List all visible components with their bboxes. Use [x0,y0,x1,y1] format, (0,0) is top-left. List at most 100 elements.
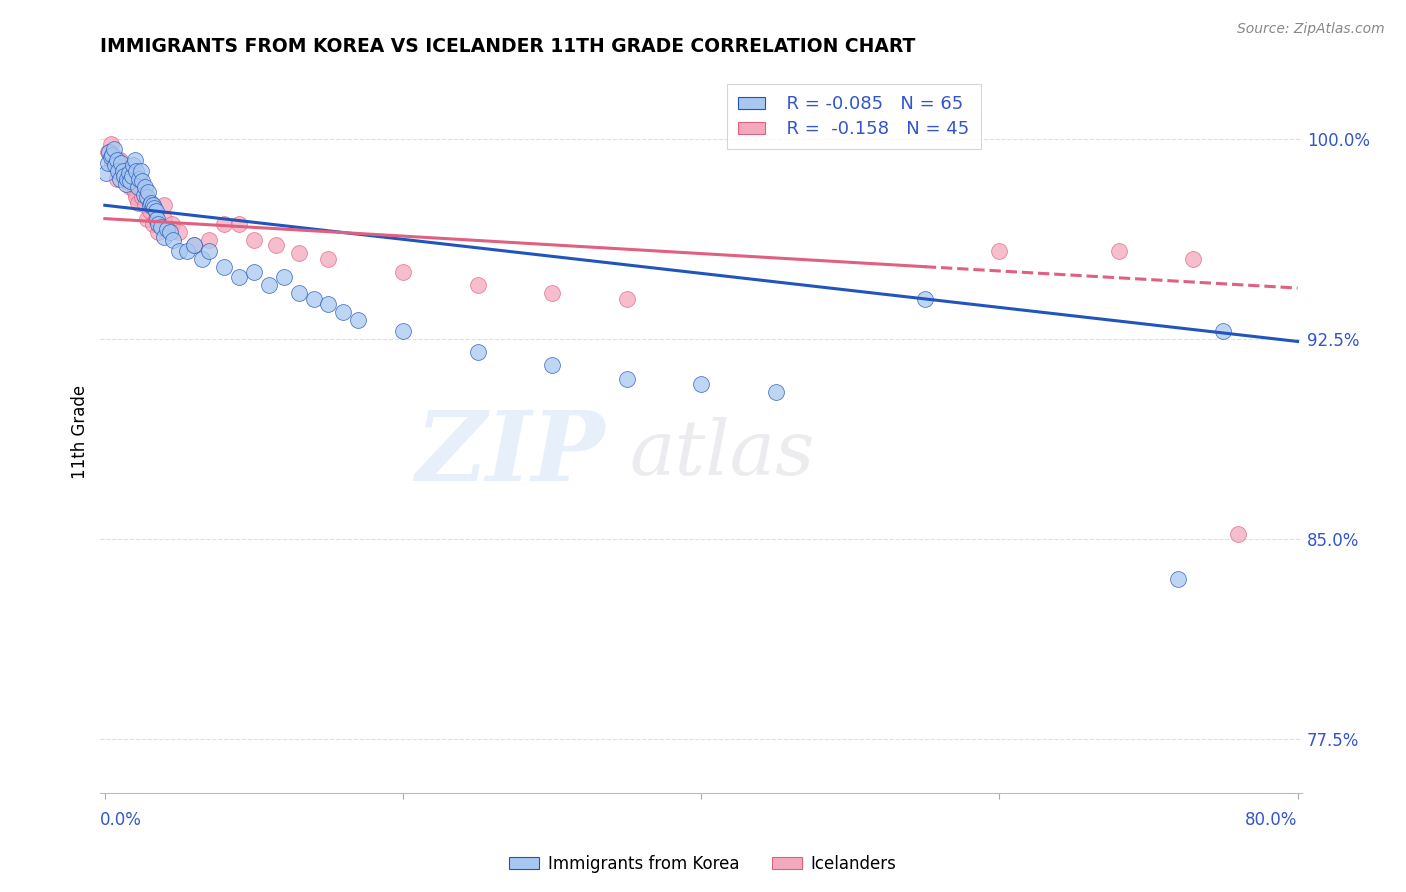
Point [467,278,489,293]
Point [115,171,138,186]
Point [332,305,354,319]
Point [347,313,370,327]
Point [169,244,191,258]
Point [121,169,143,183]
Point [183,238,205,252]
Point [541,286,564,301]
Point [103,142,125,156]
Point [176,244,198,258]
Point [97,155,120,169]
Point [1167,572,1189,586]
Point [1212,324,1234,338]
Point [302,292,325,306]
Point [153,198,176,212]
Point [318,297,340,311]
Point [228,270,250,285]
Point [160,217,183,231]
Point [104,150,127,164]
Point [1108,244,1130,258]
Point [392,265,415,279]
Point [111,163,134,178]
Point [988,244,1011,258]
Point [1226,526,1249,541]
Point [135,211,157,226]
Point [159,225,181,239]
Point [97,145,120,159]
Point [100,136,122,151]
Point [134,179,156,194]
Point [107,163,129,178]
Point [257,278,280,293]
Point [138,203,160,218]
Point [467,345,489,359]
Point [153,230,176,244]
Point [108,171,131,186]
Point [104,158,127,172]
Point [131,174,153,188]
Point [115,174,138,188]
Point [318,252,340,266]
Point [136,185,159,199]
Point [228,217,250,231]
Point [156,222,179,236]
Point [266,238,288,252]
Point [287,286,309,301]
Point [110,155,132,169]
Point [1182,252,1205,266]
Point [101,147,124,161]
Point [148,217,170,231]
Text: 0.0%: 0.0% [100,811,142,829]
Point [765,385,787,400]
Text: IMMIGRANTS FROM KOREA VS ICELANDER 11TH GRADE CORRELATION CHART: IMMIGRANTS FROM KOREA VS ICELANDER 11TH … [100,37,915,56]
Point [125,163,148,178]
Point [121,171,143,186]
Point [150,219,173,234]
Point [169,225,191,239]
Point [128,171,150,186]
Point [143,201,166,215]
Point [162,233,184,247]
Point [914,292,936,306]
Point [198,233,221,247]
Point [212,260,235,274]
Point [127,179,149,194]
Point [131,190,153,204]
Point [273,270,295,285]
Point [616,372,638,386]
Point [139,195,162,210]
Point [122,177,145,191]
Point [96,166,118,180]
Point [146,211,169,226]
Point [129,179,152,194]
Point [243,265,266,279]
Point [118,166,141,180]
Point [145,203,167,218]
Point [105,153,128,167]
Point [98,145,121,159]
Point [100,150,122,164]
Point [127,195,149,210]
Point [243,233,266,247]
Text: ZIP: ZIP [415,407,605,501]
Point [129,163,152,178]
Point [105,171,128,186]
Point [141,198,163,212]
Point [153,211,176,226]
Point [120,174,142,188]
Point [392,324,415,338]
Point [124,153,146,167]
Text: atlas: atlas [628,417,814,491]
Point [112,169,135,183]
Point [122,158,145,172]
Point [134,198,156,212]
Point [124,185,146,199]
Y-axis label: 11th Grade: 11th Grade [72,385,89,479]
Point [198,244,221,258]
Point [111,169,134,183]
Legend:   R = -0.085   N = 65,   R =  -0.158   N = 45: R = -0.085 N = 65, R = -0.158 N = 45 [727,85,980,149]
Point [132,187,155,202]
Point [148,225,170,239]
Point [135,190,157,204]
Point [118,166,141,180]
Legend: Immigrants from Korea, Icelanders: Immigrants from Korea, Icelanders [503,848,903,880]
